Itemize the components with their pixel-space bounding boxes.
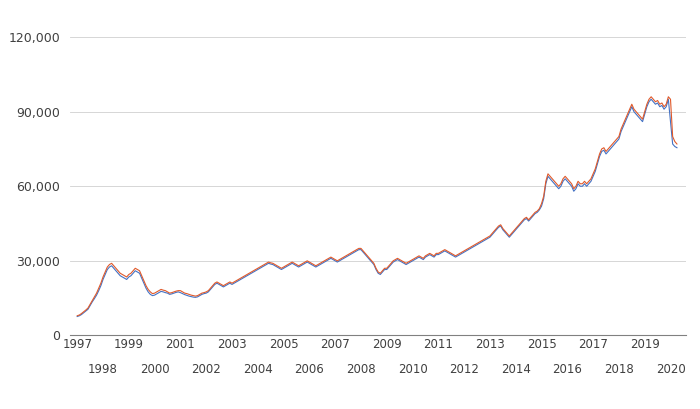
- Text: 2016: 2016: [552, 363, 582, 376]
- Text: 2002: 2002: [191, 363, 221, 376]
- Text: 2006: 2006: [295, 363, 324, 376]
- Text: 2012: 2012: [449, 363, 479, 376]
- Text: 2008: 2008: [346, 363, 376, 376]
- Text: 2014: 2014: [500, 363, 531, 376]
- Text: 2018: 2018: [604, 363, 634, 376]
- Text: 2004: 2004: [243, 363, 273, 376]
- Text: 2010: 2010: [398, 363, 428, 376]
- Text: 1998: 1998: [88, 363, 118, 376]
- Text: 2020: 2020: [656, 363, 685, 376]
- Text: 2000: 2000: [140, 363, 169, 376]
